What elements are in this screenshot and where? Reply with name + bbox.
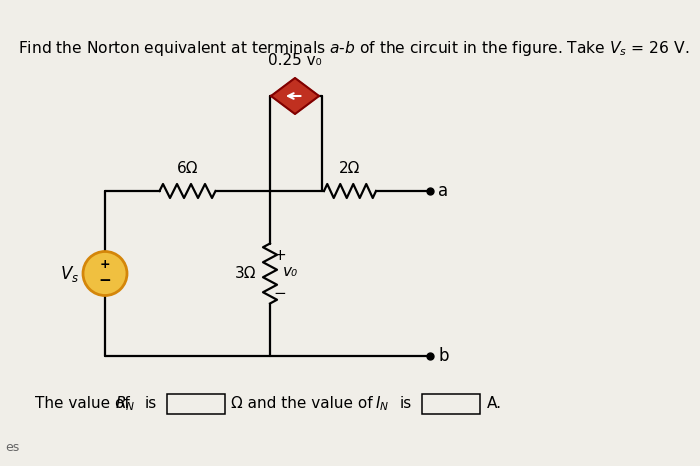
Bar: [167, 394, 225, 414]
Text: $I_N$: $I_N$: [375, 395, 389, 413]
Circle shape: [83, 252, 127, 295]
Text: −: −: [274, 286, 286, 301]
Text: Ω and the value of: Ω and the value of: [231, 397, 377, 411]
Text: +: +: [274, 248, 286, 263]
Polygon shape: [271, 78, 319, 114]
Text: es: es: [5, 441, 20, 454]
Text: 2Ω: 2Ω: [340, 161, 360, 176]
Text: 6Ω: 6Ω: [176, 161, 198, 176]
Text: Find the Norton equivalent at terminals $\it{a}$-$\it{b}$ of the circuit in the : Find the Norton equivalent at terminals …: [18, 39, 690, 57]
Text: −: −: [99, 273, 111, 288]
Text: +: +: [99, 258, 111, 271]
Text: $V_s$: $V_s$: [60, 263, 80, 283]
Text: v₀: v₀: [283, 264, 298, 279]
Text: 3Ω: 3Ω: [234, 266, 256, 281]
Text: is: is: [400, 397, 412, 411]
Text: A.: A.: [487, 397, 502, 411]
Text: 0.25 v₀: 0.25 v₀: [268, 53, 322, 68]
Text: a: a: [438, 182, 448, 200]
Text: is: is: [145, 397, 158, 411]
Text: The value of: The value of: [35, 397, 134, 411]
Text: b: b: [438, 347, 449, 365]
Text: $R_N$: $R_N$: [115, 395, 135, 413]
Bar: [422, 394, 480, 414]
